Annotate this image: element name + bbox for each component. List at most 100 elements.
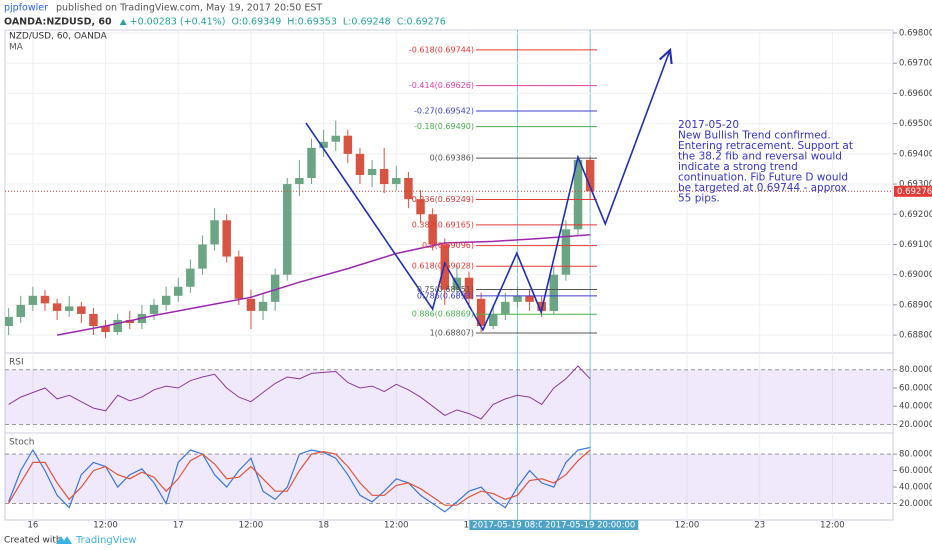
- header-value: O:0.69349: [231, 17, 281, 28]
- candle-body: [295, 178, 304, 185]
- fib-label: 0.886(0.68869): [412, 310, 474, 319]
- fib-label: 0.5(0.69096): [422, 241, 474, 250]
- candle-body: [488, 313, 498, 327]
- y-tick-label: 0.69400: [899, 149, 932, 159]
- fib-label: 0.786(0.6893): [417, 291, 474, 300]
- change-arrow: [119, 19, 127, 25]
- candle-body: [464, 277, 474, 299]
- annotation: 2017-05-20: [678, 119, 739, 131]
- author[interactable]: pjpfowler: [4, 3, 48, 14]
- y-tick-label: 0.68900: [899, 300, 932, 310]
- candle-body: [343, 135, 353, 154]
- candle-body: [440, 244, 449, 290]
- fib-label: 0(0.69386): [430, 154, 474, 163]
- header-value: +0.00283 (+0.41%): [130, 17, 226, 28]
- y-tick-label: 60.0000: [899, 466, 932, 476]
- band: [5, 369, 893, 425]
- x-tick-label: 18: [318, 521, 329, 531]
- candle-body: [331, 135, 340, 142]
- fib-label: -0.618(0.69744): [409, 45, 474, 54]
- fib-label: -0.414(0.69626): [409, 81, 474, 90]
- x-tick-label: 19: [464, 521, 475, 531]
- candle-body: [355, 153, 365, 175]
- pattern-line: [305, 50, 670, 332]
- candle-body: [52, 303, 62, 311]
- candle-body: [234, 256, 244, 299]
- y-tick-label: 20.0000: [899, 499, 932, 509]
- ma-label: MA: [9, 43, 24, 53]
- header-value: H:0.69353: [287, 17, 337, 28]
- y-tick-label: 20.0000: [899, 420, 932, 430]
- candle-body: [186, 268, 195, 287]
- rsi-line: [8, 365, 591, 420]
- moving-average: [56, 234, 591, 336]
- band: [5, 454, 893, 504]
- y-tick-label: 40.0000: [899, 483, 932, 493]
- x-tick-label: 12:00: [93, 521, 118, 531]
- candle-body: [392, 178, 401, 185]
- candle-body: [40, 295, 50, 304]
- candle-body: [258, 301, 268, 311]
- last-price-label: 0.69276: [897, 187, 932, 197]
- candle-body: [210, 220, 219, 245]
- candle-body: [404, 178, 413, 200]
- x-tick-label: 17: [173, 521, 184, 531]
- fib-label: 0.382(0.69165): [412, 220, 474, 229]
- x-tick-label: 16: [27, 521, 38, 531]
- x-tick-highlight: [469, 520, 566, 530]
- candle-body: [5, 316, 13, 327]
- candle-body: [283, 184, 292, 275]
- candle-body: [379, 168, 389, 185]
- candle-body: [101, 326, 110, 333]
- y-tick-label: 0.69500: [899, 119, 932, 129]
- header-value: C:0.69276: [397, 17, 446, 28]
- annotation: 55 pips.: [678, 193, 720, 205]
- stoch-line: [8, 449, 591, 506]
- annotation: New Bullish Trend confirmed.: [678, 130, 831, 142]
- rsi-label: RSI: [9, 358, 24, 368]
- candle-body: [525, 295, 534, 302]
- header-value: L:0.69248: [343, 17, 391, 28]
- y-tick-label: 0.69700: [899, 59, 932, 69]
- candle-body: [416, 199, 425, 215]
- logo: [56, 536, 72, 544]
- x-tick-label: 2017-05-19 08:00:00: [472, 521, 562, 531]
- x-tick-label: 12:00: [820, 521, 845, 531]
- candle-body: [113, 319, 122, 333]
- last-price-box: [894, 185, 932, 197]
- y-tick-label: 0.69600: [899, 89, 932, 99]
- x-tick-label: 23: [754, 521, 765, 531]
- pane-title: NZD/USD, 60, OANDA: [9, 32, 108, 42]
- stoch-label: Stoch: [9, 438, 34, 448]
- candle-body: [573, 159, 583, 230]
- candle-body: [585, 159, 595, 192]
- published: published on TradingView.com, May 19, 20…: [56, 3, 322, 14]
- y-tick-label: 0.69100: [899, 240, 932, 250]
- y-tick-label: 0.69800: [899, 29, 932, 39]
- brand[interactable]: TradingView: [75, 535, 136, 546]
- x-tick-label: 12:00: [384, 521, 409, 531]
- candle-body: [161, 295, 171, 305]
- annotation: be targeted at 0.69744 - approx: [678, 182, 847, 194]
- symbol: OANDA:NZDUSD, 60: [4, 17, 112, 28]
- candle-body: [222, 220, 231, 257]
- candle-body: [367, 168, 377, 175]
- candle-body: [246, 298, 256, 311]
- candle-body: [77, 306, 86, 314]
- candle-body: [561, 229, 571, 275]
- fib-label: -0.27(0.69542): [414, 106, 474, 115]
- candle-body: [549, 274, 559, 311]
- candle-body: [16, 304, 25, 317]
- candle-body: [64, 306, 74, 311]
- fib-label: -0.18(0.69490): [414, 122, 474, 131]
- annotation: Entering retracement. Support at: [678, 140, 853, 152]
- x-tick-label: 12:00: [239, 521, 264, 531]
- candle-body: [28, 295, 38, 305]
- annotation: the 38.2 fib and reversal would: [678, 151, 842, 163]
- annotation: continuation. Fib Future D would: [678, 172, 848, 184]
- candle-body: [89, 313, 98, 327]
- candle-body: [476, 298, 486, 327]
- y-tick-label: 0.69000: [899, 270, 932, 280]
